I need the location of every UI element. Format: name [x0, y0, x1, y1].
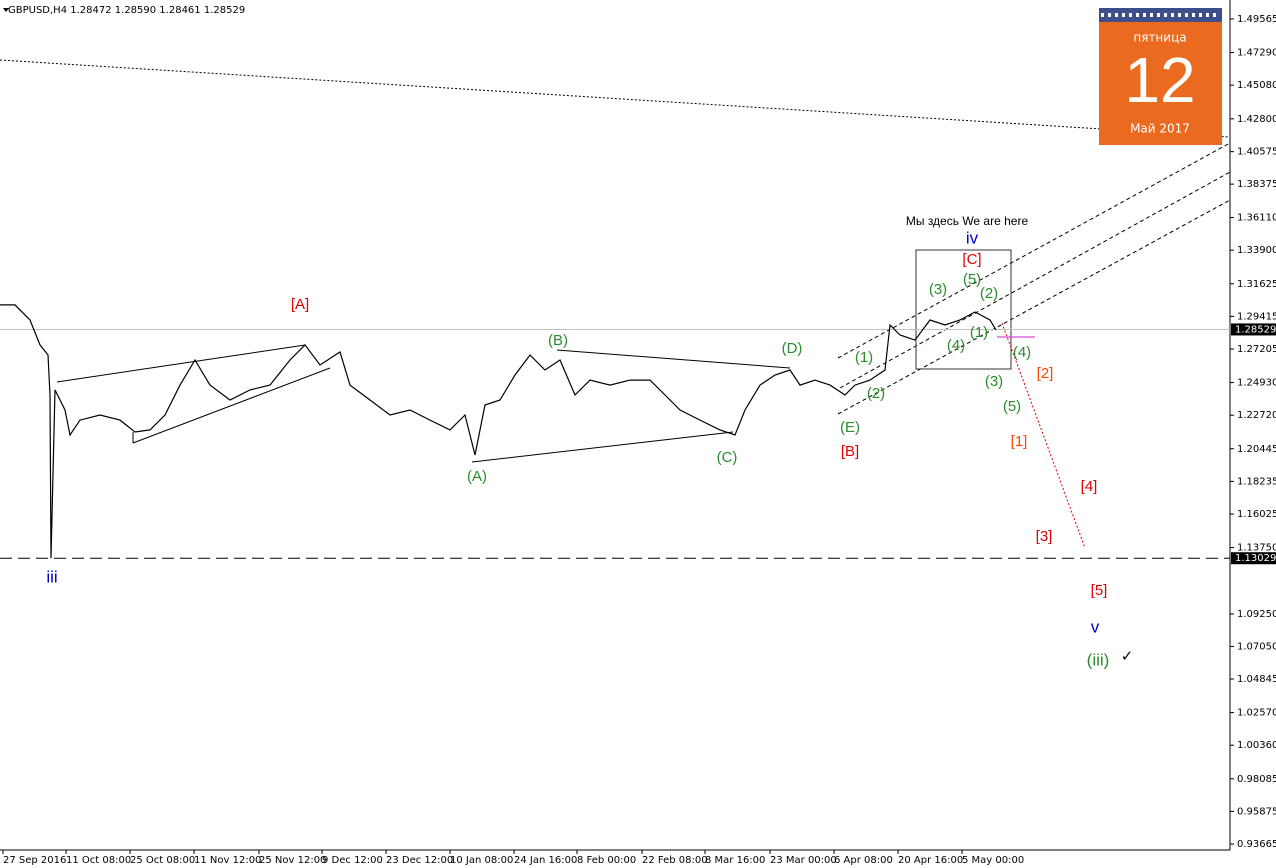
y-tick-label: 1.47290 [1237, 48, 1276, 59]
wave-label: (2) [980, 285, 998, 302]
x-tick-label: 11 Oct 08:00 [66, 855, 131, 866]
y-tick-label: 1.07050 [1237, 641, 1276, 652]
calendar: пятница 12 Май 2017 [1099, 8, 1222, 145]
x-tick-label: 10 Jan 08:00 [450, 855, 513, 866]
x-tick-label: 27 Sep 2016 [3, 855, 66, 866]
calendar-body [1099, 8, 1222, 145]
price-label-box [1231, 323, 1276, 336]
y-tick-label: 1.02570 [1237, 708, 1276, 719]
plot [0, 304, 997, 559]
price-label-box [1231, 552, 1276, 565]
wave-label: [1] [1011, 433, 1028, 450]
wave-label: (2) [867, 385, 885, 402]
wave-label: (3) [985, 373, 1003, 390]
y-tick-label: 0.93665 [1237, 839, 1276, 850]
wave-label: (5) [1003, 398, 1021, 415]
wave-label: [4] [1081, 478, 1098, 495]
y-tick-label: 1.27205 [1237, 344, 1276, 355]
y-tick-label: 1.20445 [1237, 444, 1276, 455]
calendar-day: 12 [1124, 44, 1195, 116]
wave-label: (3) [929, 281, 947, 298]
x-tick-label: 23 Dec 12:00 [386, 855, 453, 866]
channel [837, 199, 1231, 415]
wave-label: iv [966, 228, 979, 247]
price-line-series [0, 304, 997, 559]
wave-label: [2] [1037, 365, 1054, 382]
y-tick-label: 1.16025 [1237, 509, 1276, 520]
channel [839, 171, 1231, 389]
x-tick-label: 6 Apr 08:00 [834, 855, 893, 866]
y-tick-label: 1.24930 [1237, 378, 1276, 389]
y-tick-label: 1.36110 [1237, 213, 1276, 224]
x-tick-label: 23 Mar 00:00 [770, 855, 837, 866]
calendar-weekday: пятница [1133, 31, 1186, 45]
x-tick-label: 24 Jan 16:00 [514, 855, 577, 866]
y-tick-label: 1.09250 [1237, 609, 1276, 620]
y-tick-label: 1.42800 [1237, 114, 1276, 125]
y-tick-label: 1.40575 [1237, 147, 1276, 158]
y-tick-label: 1.13750 [1237, 543, 1276, 554]
x-tick-label: 8 Mar 16:00 [705, 855, 765, 866]
y-tick-label: 1.29415 [1237, 311, 1276, 322]
channel [837, 142, 1231, 359]
focus-box [915, 249, 1012, 370]
wave-label: (5) [963, 271, 981, 288]
calendar-month: Май 2017 [1130, 122, 1190, 136]
wave-label: (B) [548, 332, 568, 349]
note: Мы здесь We are here [906, 214, 1029, 228]
x-tick-label: 11 Nov 12:00 [194, 855, 261, 866]
trendlines [0, 59, 1231, 549]
trend [556, 349, 791, 369]
y-tick-label: 1.45080 [1237, 80, 1276, 91]
title-arrow [3, 8, 9, 12]
y-tick-label: 1.38375 [1237, 179, 1276, 190]
wave-label: v [1091, 617, 1100, 636]
checkmark: ✓ [1121, 648, 1134, 665]
wave-label: (E) [840, 419, 860, 436]
chart-title: GBPUSD,H4 1.28472 1.28590 1.28461 1.2852… [8, 5, 245, 16]
x-tick-label: 20 Apr 16:00 [898, 855, 963, 866]
price-label: 1.28529 [1235, 324, 1276, 335]
price-label: 1.13029 [1235, 553, 1276, 564]
wave-label: iii [46, 567, 57, 586]
y-tick-label: 0.95875 [1237, 806, 1276, 817]
trend [132, 367, 331, 444]
x-tick-label: 25 Nov 12:00 [259, 855, 326, 866]
x-tick-label: 25 Oct 08:00 [130, 855, 195, 866]
trend [56, 344, 306, 383]
wave-label: (A) [467, 468, 487, 485]
x-tick-label: 22 Feb 08:00 [642, 855, 708, 866]
wave-label: [5] [1091, 582, 1108, 599]
annotations: [A] (A) (B) (C) (D) (E) [B] (1) (2) (3) … [46, 214, 1133, 669]
y-tick-label: 1.04845 [1237, 674, 1276, 685]
y-tick-label: 0.98085 [1237, 774, 1276, 785]
wave-label: [3] [1036, 528, 1053, 545]
y-tick-label: 1.18235 [1237, 476, 1276, 487]
y-tick-label: 1.31625 [1237, 279, 1276, 290]
wave-label: (D) [782, 340, 803, 357]
wave-label: (1) [855, 349, 873, 366]
wave-label: (4) [1013, 344, 1031, 361]
wave-label: (4) [947, 337, 965, 354]
y-tick-label: 1.22720 [1237, 410, 1276, 421]
wave-label: (iii) [1087, 650, 1110, 669]
y-tick-label: 1.00360 [1237, 740, 1276, 751]
dotted-trend [0, 59, 1231, 138]
wave-label: [C] [962, 251, 981, 268]
y-tick-label: 1.33900 [1237, 245, 1276, 256]
hlines: 1.28529 1.13029 [0, 323, 1276, 565]
x-tick-label: 9 Dec 12:00 [322, 855, 383, 866]
x-tick-label: 8 Feb 00:00 [577, 855, 636, 866]
trend [471, 431, 734, 463]
wave-label: (1) [970, 324, 988, 341]
y-tick-label: 1.49565 [1237, 14, 1276, 25]
wave-label: [B] [841, 443, 859, 460]
x-tick-label: 5 May 00:00 [962, 855, 1024, 866]
wave-label: [A] [291, 296, 309, 313]
wave-label: (C) [717, 449, 738, 466]
calendar-rings [1099, 8, 1222, 22]
